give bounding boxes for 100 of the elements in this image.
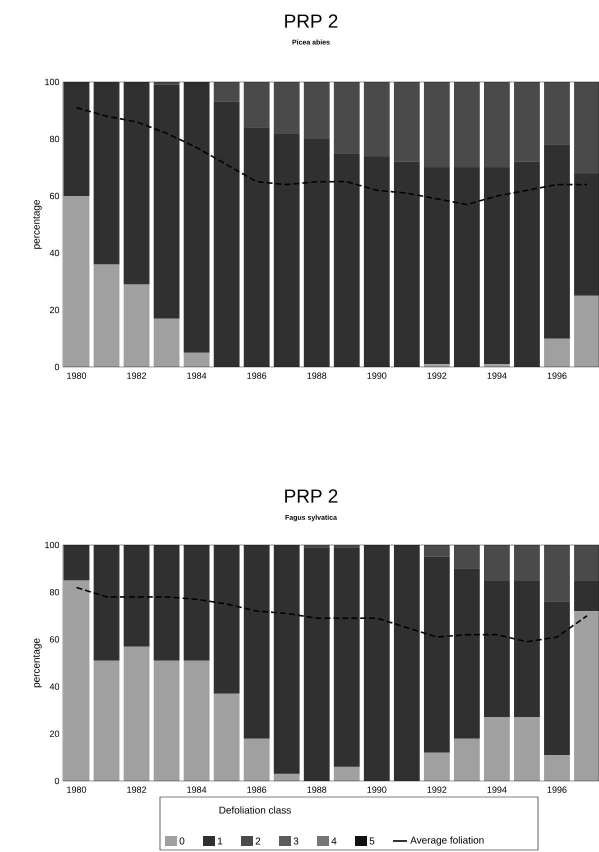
bar [484,717,510,781]
bar [454,738,480,781]
bar [124,544,150,646]
bar [154,318,180,367]
x-tick-label: 1982 [127,786,146,793]
bar [334,153,360,367]
x-tick-label: 1982 [127,372,146,379]
y-axis-title: percentage [33,638,42,688]
bar [124,82,150,284]
bar [214,102,240,367]
bar [64,196,90,367]
bar [244,82,270,128]
bar [424,82,450,168]
x-tick-label: 1980 [67,372,86,379]
x-tick-label: 1996 [548,372,566,379]
y-tick-label: 20 [50,730,60,737]
y-tick-label: 0 [54,364,60,370]
y-tick-label: 40 [50,250,60,256]
bar [484,544,510,580]
bar [154,660,180,781]
legend-label: 1 [218,838,222,844]
y-tick-label: 100 [45,78,60,86]
bar [94,544,120,661]
bar [304,82,330,139]
bar [454,544,480,569]
bar [454,568,480,739]
bar [214,82,240,102]
bar [514,717,540,781]
bar [544,602,570,756]
bar [514,580,540,718]
bar [184,660,210,781]
bar [424,752,450,781]
bar [64,580,90,781]
legend-title: Defoliation class [219,806,291,814]
bar [574,611,599,781]
bar [154,544,180,661]
bar [484,580,510,718]
bar [274,133,300,367]
bar [304,547,330,781]
y-tick-label: 60 [50,192,60,200]
chart-title: PRP 2 [285,489,338,503]
y-tick-label: 100 [45,542,60,548]
bar [394,82,420,162]
x-tick-label: 1996 [548,786,566,793]
bar [364,544,390,781]
bar [94,82,120,264]
chart-title: PRP 2 [285,14,338,28]
x-tick-label: 1988 [307,786,326,793]
bar [124,284,150,367]
bar [274,774,300,781]
y-tick-label: 80 [50,589,60,596]
x-tick-label: 1992 [427,372,446,379]
bar [184,352,210,367]
bar [574,82,599,174]
bar [364,156,390,367]
bar [244,738,270,781]
bar [124,646,150,781]
x-tick-label: 1988 [307,372,326,379]
x-tick-label: 1990 [367,786,386,793]
y-tick-label: 20 [50,306,60,314]
legend-label: Average foliation [410,836,484,846]
bar [544,544,570,602]
line-series [76,106,588,206]
bar [304,138,330,367]
legend-label: 4 [331,838,336,844]
x-tick-label: 1984 [187,372,206,379]
bar [274,82,300,134]
bar [94,264,120,367]
bar [544,338,570,367]
bar [64,544,90,580]
bar [574,173,599,296]
x-tick-label: 1992 [427,786,446,793]
bar [514,162,540,367]
bar [394,544,420,781]
x-tick-label: 1986 [247,372,266,379]
x-tick-label: 1984 [187,786,206,793]
legend-label: 5 [370,838,374,844]
bar [334,766,360,781]
x-tick-label: 1980 [67,786,86,793]
bar [544,755,570,781]
bar [214,544,240,694]
x-tick-label: 1994 [488,786,507,793]
y-tick-label: 60 [50,636,60,643]
bar [424,556,450,753]
bar [544,82,570,145]
bar [244,544,270,739]
bar [424,167,450,364]
bar [574,580,599,612]
legend-label: 0 [179,837,184,845]
y-tick-label: 40 [50,683,60,690]
x-tick-label: 1986 [247,786,266,793]
bar [574,544,599,580]
bar [184,544,210,661]
bar [214,694,240,781]
bar [394,162,420,367]
bar [544,144,570,338]
y-tick-label: 80 [50,136,60,142]
y-tick-label: 0 [54,778,60,784]
bar [184,82,210,353]
bar [514,82,540,162]
